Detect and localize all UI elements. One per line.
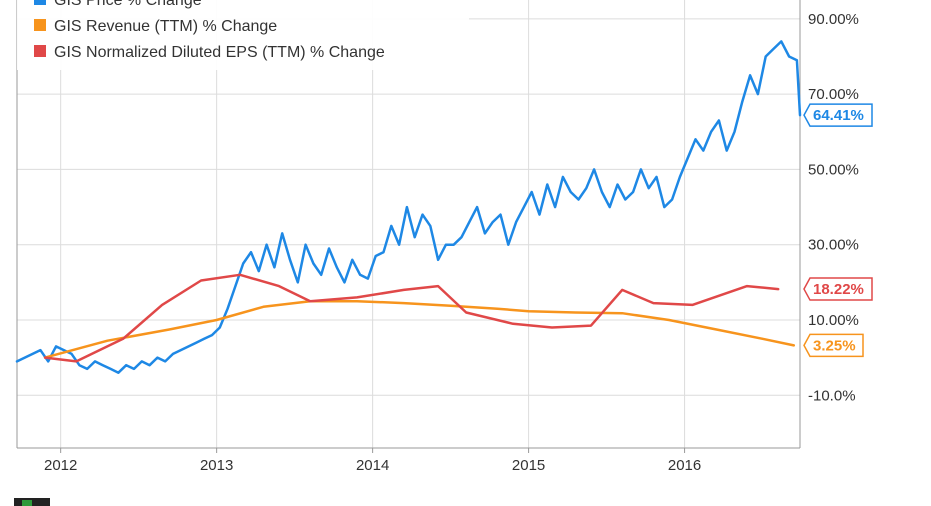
y-tick-label: 50.00% [808, 161, 859, 178]
series-line-2 [43, 273, 780, 363]
legend: GIS Price % Change GIS Revenue (TTM) % Ch… [17, 0, 469, 70]
x-axis-tick-labels: 2012 2013 2014 2015 2016 [44, 457, 701, 474]
y-axis-tick-labels: 90.00% 70.00% 50.00% 30.00% 10.00% -10.0% [808, 11, 859, 404]
legend-label: GIS Price % Change [54, 0, 202, 9]
plot-frame [16, 0, 801, 449]
end-label-box [803, 103, 873, 127]
end-label-box [803, 277, 873, 301]
legend-label: GIS Revenue (TTM) % Change [54, 18, 277, 35]
legend-swatch [34, 19, 46, 31]
y-tick-label: 10.00% [808, 312, 859, 329]
x-tick-label: 2013 [200, 457, 233, 474]
end-label-box [803, 333, 864, 358]
end-value-labels: 64.41% 3.25% 18.22% [803, 103, 873, 358]
end-label-value: 64.41% [813, 107, 864, 124]
y-tick-label: 70.00% [808, 86, 859, 103]
series-group [15, 40, 802, 374]
series-line-0 [15, 40, 802, 374]
grid-lines [17, 0, 800, 453]
legend-swatch [34, 0, 46, 5]
x-tick-label: 2014 [356, 457, 389, 474]
x-tick-label: 2012 [44, 457, 77, 474]
end-label-value: 3.25% [813, 337, 856, 354]
x-tick-label: 2015 [512, 457, 545, 474]
legend-label: GIS Normalized Diluted EPS (TTM) % Chang… [54, 44, 385, 61]
brand-logo [14, 498, 50, 506]
y-tick-label: 90.00% [808, 11, 859, 28]
end-label-value: 18.22% [813, 281, 864, 298]
legend-swatch [34, 45, 46, 57]
series-line-1 [43, 299, 796, 359]
y-tick-label: -10.0% [808, 387, 856, 404]
y-tick-label: 30.00% [808, 237, 859, 254]
x-tick-label: 2016 [668, 457, 701, 474]
